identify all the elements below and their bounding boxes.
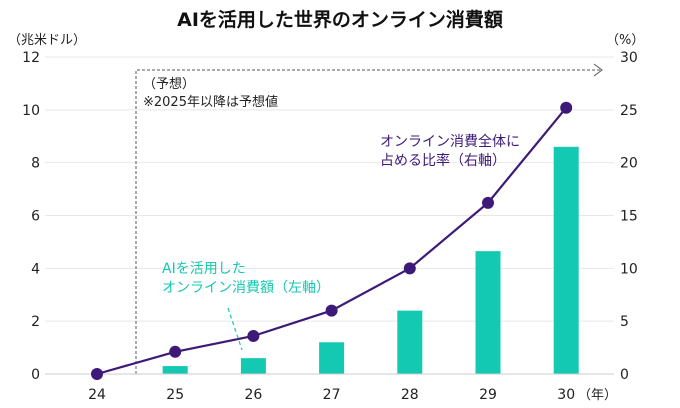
right-axis-unit: （%） (606, 33, 644, 48)
x-tick-label: 27 (323, 387, 341, 403)
left-tick-label: 2 (31, 314, 40, 330)
right-tick-label: 20 (620, 156, 638, 172)
chart-title: AIを活用した世界のオンライン消費額 (177, 8, 503, 31)
x-tick-label: 30 (557, 387, 575, 403)
x-tick-label: 29 (479, 387, 497, 403)
forecast-note: ※2025年以降は予想値 (143, 94, 278, 110)
line-series-label-line2: 占める比率（右軸） (380, 152, 506, 169)
line-point-25 (169, 345, 182, 358)
x-tick-label: 28 (401, 387, 419, 403)
line-point-29 (482, 196, 494, 209)
line-series-label-line1: オンライン消費全体に (380, 133, 520, 150)
right-tick-label: 15 (620, 209, 638, 225)
right-tick-label: 5 (620, 314, 629, 330)
bar-28 (397, 310, 423, 374)
line-point-26 (247, 329, 260, 342)
forecast-region: （予想） ※2025年以降は予想値 (135, 63, 603, 374)
left-tick-label: 12 (22, 50, 40, 66)
bar-30 (553, 146, 579, 374)
left-tick-label: 6 (31, 209, 40, 225)
left-axis-unit: （兆米ドル） (8, 33, 86, 48)
line-point-30 (560, 101, 573, 114)
forecast-arrow-icon (593, 63, 603, 77)
bar-label-leader (227, 307, 243, 351)
line-point-27 (325, 304, 338, 317)
bar-series-label-line1: AIを活用した (162, 261, 246, 277)
x-tick-label: 24 (88, 387, 106, 403)
line-point-28 (403, 262, 416, 275)
forecast-label: （予想） (143, 76, 195, 92)
bar-26 (240, 358, 266, 374)
line-point-24 (91, 368, 103, 380)
right-tick-label: 30 (620, 50, 638, 66)
bar-27 (319, 342, 345, 374)
left-tick-label: 0 (31, 367, 40, 383)
left-tick-label: 10 (22, 103, 40, 119)
x-axis-unit: （年） (578, 388, 617, 403)
left-tick-label: 8 (31, 156, 40, 172)
right-tick-label: 25 (620, 103, 638, 119)
bar-29 (475, 251, 501, 374)
x-tick-label: 25 (166, 387, 184, 403)
right-tick-label: 0 (620, 367, 629, 383)
x-tick-label: 26 (244, 387, 262, 403)
left-tick-label: 4 (31, 261, 40, 277)
bar-25 (162, 366, 188, 374)
right-tick-label: 10 (620, 261, 638, 277)
bar-series-label-line2: オンライン消費額（左軸） (162, 280, 330, 296)
forecast-bracket (135, 69, 600, 374)
